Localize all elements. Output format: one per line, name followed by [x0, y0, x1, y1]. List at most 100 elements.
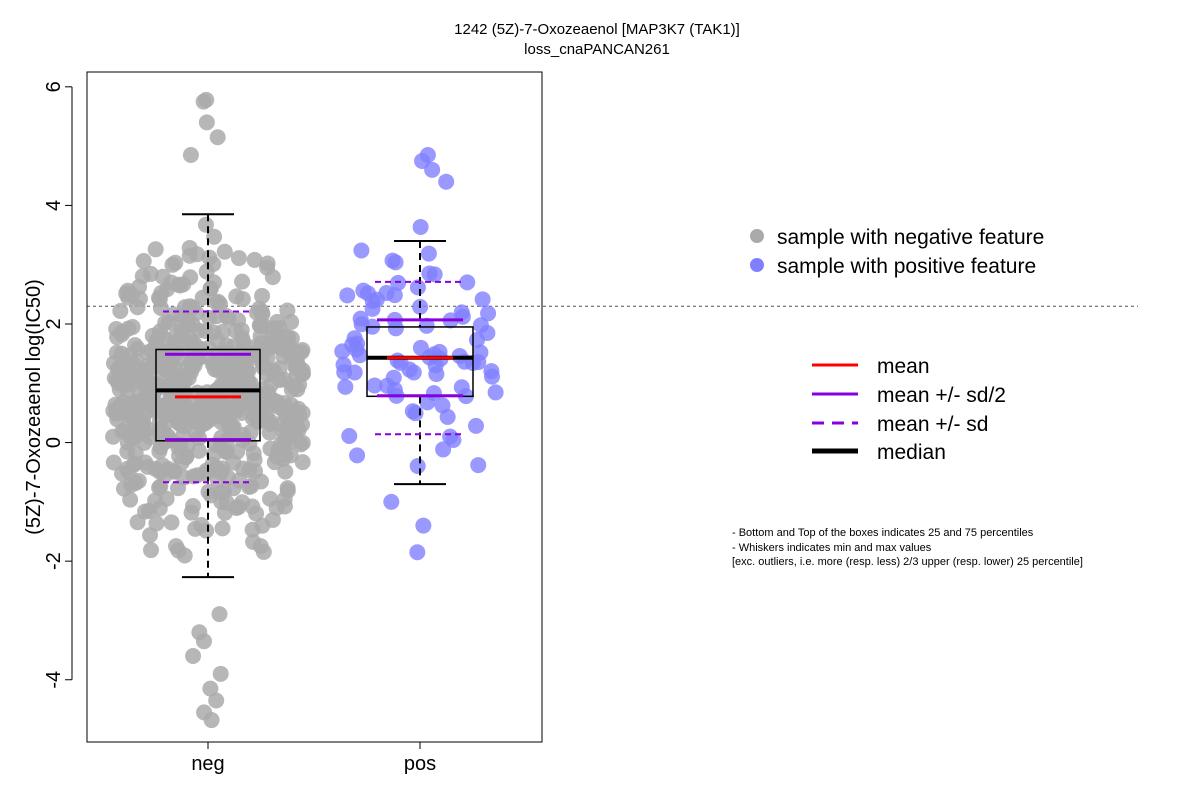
data-point-pos — [349, 447, 366, 464]
data-point-neg — [127, 474, 144, 491]
data-point-neg — [127, 445, 144, 462]
data-point-neg — [248, 505, 265, 522]
data-point-neg — [157, 361, 174, 378]
data-point-neg — [251, 317, 268, 334]
data-point-neg — [198, 263, 215, 280]
data-point-neg — [294, 404, 311, 421]
data-point-pos — [480, 305, 497, 322]
data-point-pos — [434, 397, 451, 414]
data-point-neg — [279, 340, 296, 357]
data-point-neg — [209, 129, 226, 146]
data-point-pos — [412, 339, 429, 356]
data-point-neg — [173, 328, 190, 345]
data-point-pos — [453, 379, 470, 396]
data-point-pos — [428, 366, 445, 383]
data-point-pos — [405, 364, 422, 381]
data-point-pos — [470, 457, 487, 474]
data-point-neg — [209, 407, 226, 424]
data-point-pos — [438, 173, 455, 190]
data-point-neg — [182, 269, 199, 286]
data-point-neg — [279, 328, 296, 345]
data-point-neg — [105, 428, 122, 445]
y-tick-label: 0 — [43, 437, 65, 448]
data-point-neg — [229, 443, 246, 460]
data-point-neg — [135, 391, 152, 408]
data-point-neg — [195, 93, 212, 110]
data-point-pos — [421, 265, 438, 282]
data-point-neg — [152, 478, 169, 495]
legend-marker-positive — [750, 258, 764, 272]
y-tick-label: 6 — [43, 81, 65, 92]
data-point-pos — [387, 320, 404, 337]
data-point-neg — [197, 465, 214, 482]
data-point-pos — [383, 493, 400, 510]
data-point-pos — [366, 377, 383, 394]
data-point-pos — [487, 384, 504, 401]
data-point-neg — [202, 680, 219, 697]
data-point-neg — [111, 381, 128, 398]
data-point-neg — [208, 692, 225, 709]
data-point-pos — [409, 457, 426, 474]
data-point-neg — [123, 287, 140, 304]
data-point-neg — [130, 370, 147, 387]
data-point-neg — [189, 246, 206, 263]
data-point-neg — [260, 384, 277, 401]
y-axis-label: (5Z)-7-Oxozeaenol log(IC50) — [23, 279, 45, 535]
data-point-neg — [153, 284, 170, 301]
legend-marker-negative — [750, 229, 764, 243]
chart-subtitle: loss_cnaPANCAN261 — [524, 41, 670, 58]
data-point-pos — [484, 368, 501, 385]
data-point-pos — [454, 308, 471, 325]
data-point-neg — [142, 527, 159, 544]
data-point-pos — [418, 317, 435, 334]
data-point-neg — [224, 417, 241, 434]
data-point-neg — [218, 494, 235, 511]
data-point-neg — [195, 633, 212, 650]
data-point-neg — [285, 377, 302, 394]
legend: sample with negative feature sample with… — [750, 226, 1044, 464]
data-point-neg — [136, 405, 153, 422]
data-point-neg — [294, 434, 311, 451]
data-point-pos — [445, 432, 462, 449]
legend-label-sd: mean +/- sd — [877, 413, 988, 436]
data-point-pos — [387, 254, 404, 271]
data-point-neg — [198, 114, 215, 131]
data-point-neg — [294, 454, 311, 471]
data-point-neg — [235, 354, 252, 371]
note-line-2: - Whiskers indicates min and max values — [732, 542, 932, 554]
data-point-neg — [245, 533, 262, 550]
data-point-pos — [336, 364, 353, 381]
data-point-pos — [419, 394, 436, 411]
data-point-pos — [409, 544, 426, 561]
data-point-neg — [181, 298, 198, 315]
data-point-pos — [415, 517, 432, 534]
data-point-neg — [137, 503, 154, 520]
data-point-neg — [173, 454, 190, 471]
data-point-neg — [197, 216, 214, 233]
data-point-neg — [188, 411, 205, 428]
data-point-neg — [254, 287, 271, 304]
note-line-3: [exc. outliers, i.e. more (resp. less) 2… — [732, 556, 1083, 568]
data-point-pos — [334, 343, 351, 360]
data-point-neg — [246, 251, 263, 268]
data-point-neg — [158, 490, 175, 507]
y-tick-label: 2 — [43, 318, 65, 329]
data-point-neg — [142, 265, 159, 282]
data-point-neg — [114, 465, 131, 482]
legend-label-positive: sample with positive feature — [777, 255, 1036, 278]
data-point-pos — [472, 344, 489, 361]
data-point-neg — [180, 370, 197, 387]
data-point-neg — [258, 406, 275, 423]
data-point-neg — [244, 409, 261, 426]
data-point-neg — [154, 268, 171, 285]
data-point-neg — [201, 249, 218, 266]
data-point-neg — [250, 346, 267, 363]
data-point-neg — [171, 415, 188, 432]
data-point-neg — [230, 250, 247, 267]
data-point-neg — [163, 514, 180, 531]
data-point-neg — [206, 361, 223, 378]
data-point-pos — [412, 218, 429, 235]
data-point-neg — [127, 337, 144, 354]
data-point-pos — [348, 341, 365, 358]
